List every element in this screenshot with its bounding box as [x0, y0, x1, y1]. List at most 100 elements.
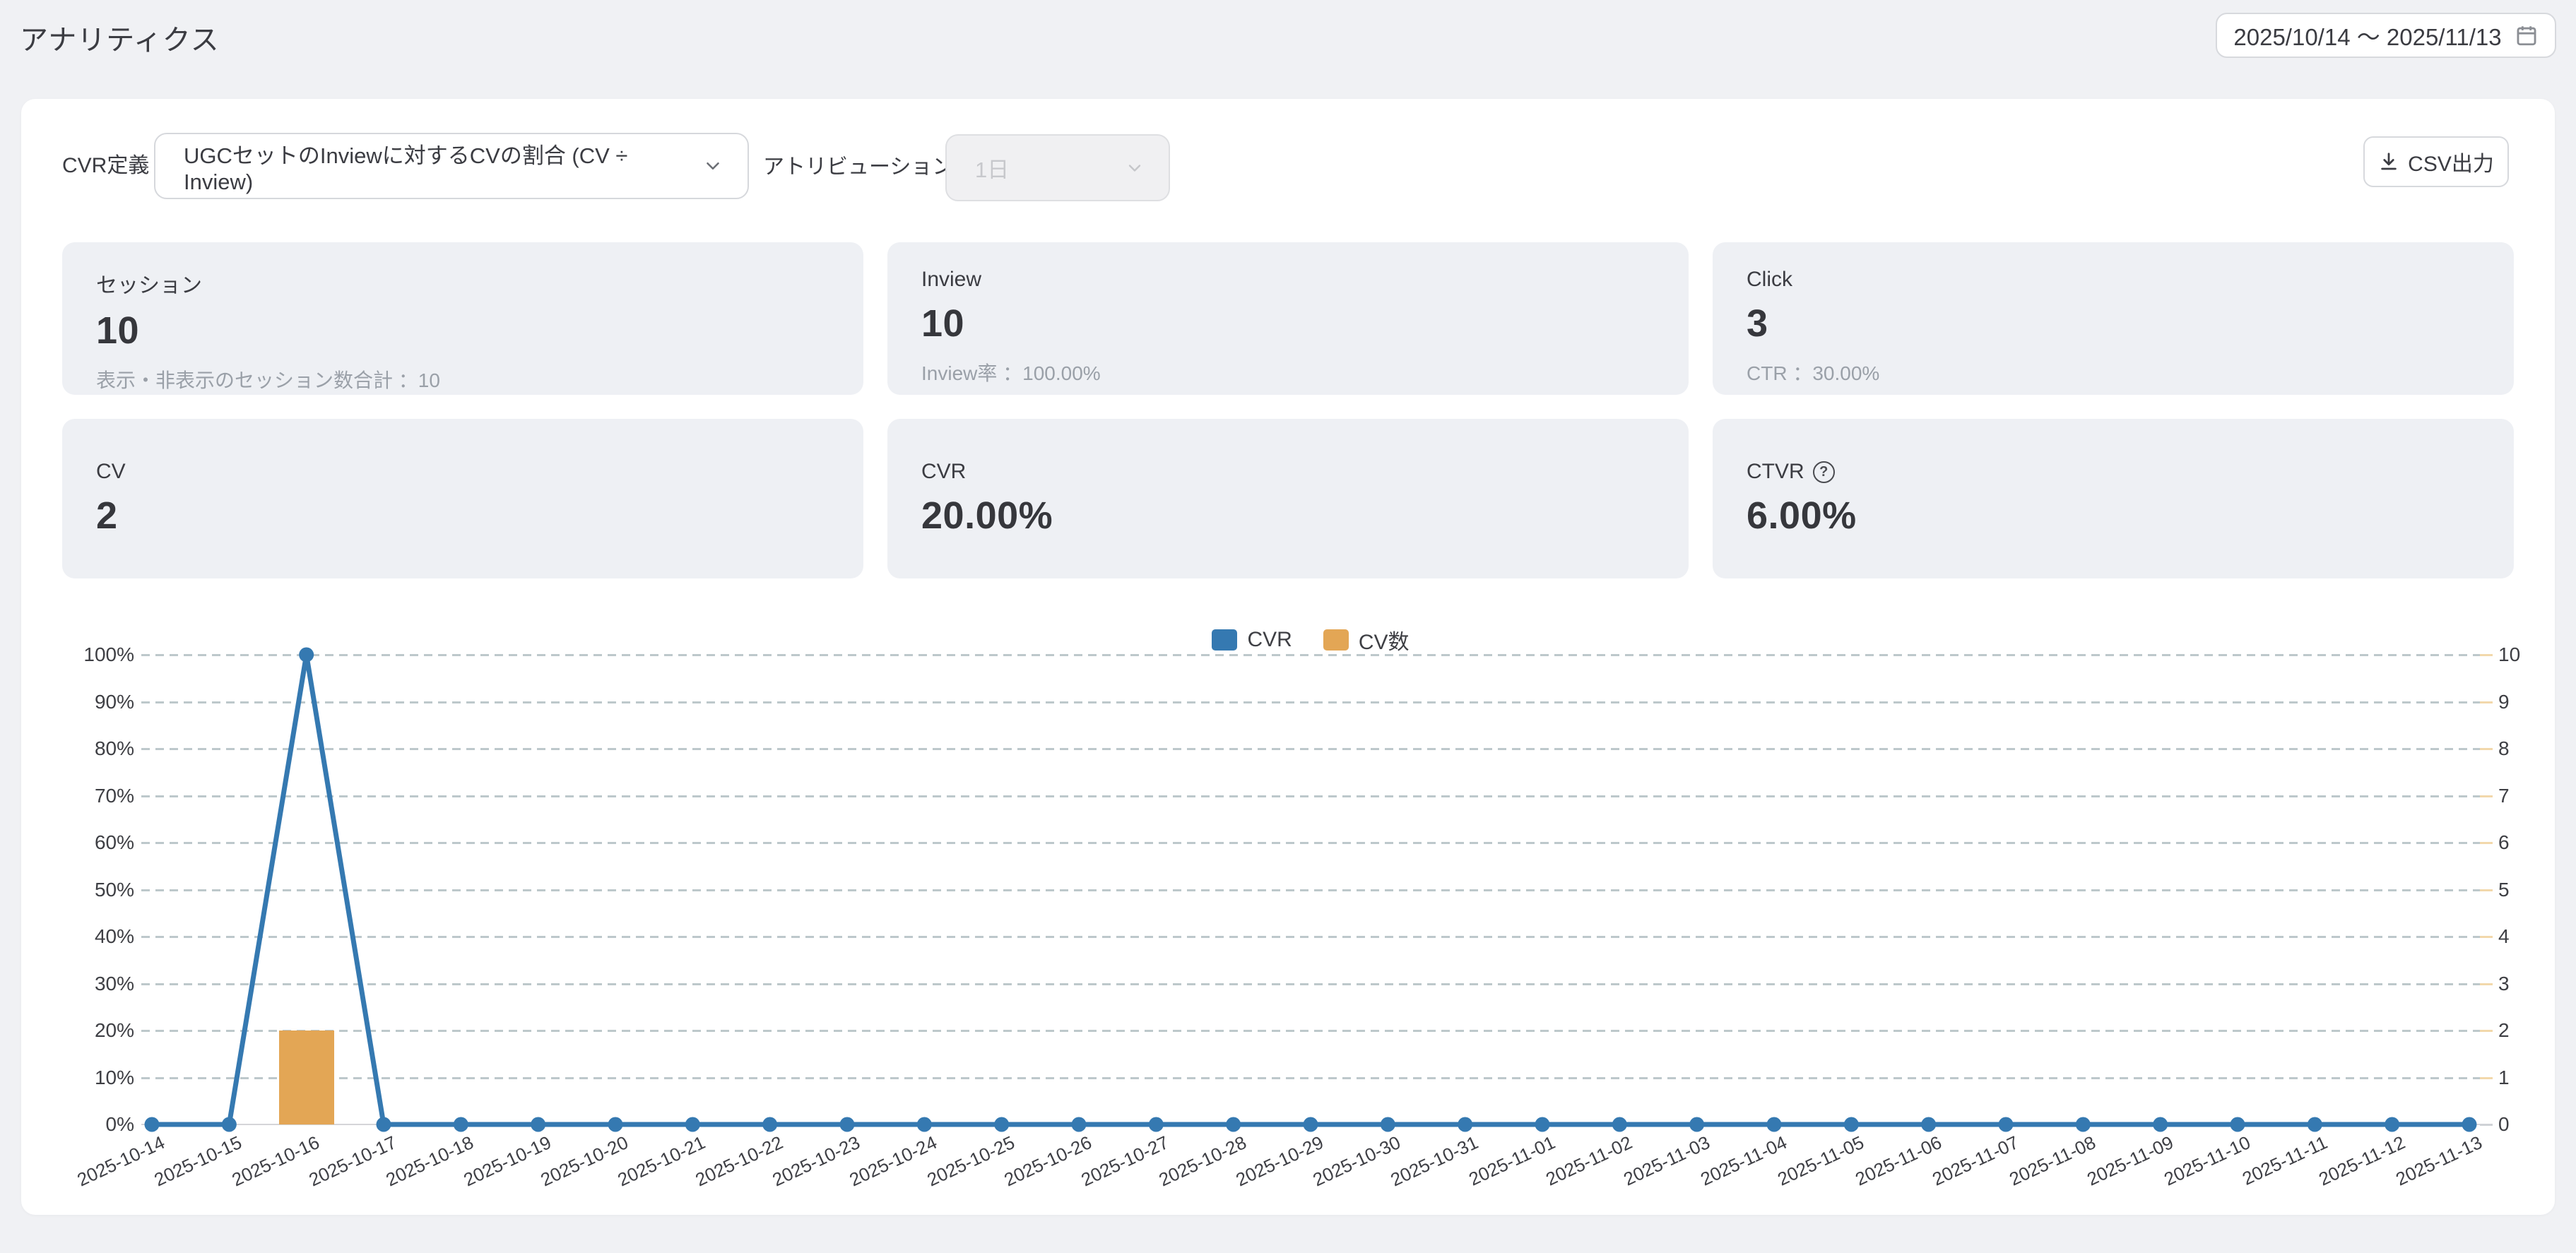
help-icon[interactable]: ? — [1812, 461, 1835, 483]
cvr-data-point[interactable] — [2307, 1117, 2322, 1132]
stat-subtext: 表示・非表示のセッション数合計 ：10 — [96, 369, 440, 391]
y-axis-label-right: 9 — [2498, 690, 2510, 713]
cvr-data-point[interactable] — [2462, 1117, 2477, 1132]
cv-count-bar[interactable] — [278, 1031, 334, 1124]
y-axis-label-left: 20% — [94, 1019, 134, 1041]
date-range-value: 2025/10/14 ～ 2025/11/13 — [2233, 24, 2502, 50]
cvr-data-point[interactable] — [2230, 1117, 2245, 1132]
cvr-data-point[interactable] — [1766, 1117, 1782, 1132]
cvr-data-point[interactable] — [839, 1117, 855, 1132]
stat-value: 10 — [921, 302, 965, 345]
x-axis-label: 2025-11-03 — [1619, 1132, 1713, 1190]
cvr-data-point[interactable] — [1303, 1117, 1318, 1132]
stat-label: Inview — [921, 268, 982, 291]
right-axis-tick — [2480, 936, 2493, 938]
cvr-data-point[interactable] — [1612, 1117, 1627, 1132]
x-axis-label: 2025-10-23 — [769, 1132, 863, 1191]
x-axis-label: 2025-11-10 — [2161, 1132, 2254, 1190]
cvr-data-point[interactable] — [2075, 1117, 2091, 1132]
x-axis-label: 2025-11-06 — [1851, 1132, 1945, 1190]
stat-subtext: CTR ：30.00% — [1747, 362, 1880, 384]
cvr-data-point[interactable] — [1458, 1117, 1473, 1132]
attribution-label: アトリビューション — [763, 155, 954, 179]
stat-value: 3 — [1747, 302, 1768, 345]
x-axis-label: 2025-11-12 — [2315, 1132, 2409, 1190]
cvr-data-point[interactable] — [221, 1117, 237, 1132]
y-axis-label-right: 3 — [2498, 972, 2510, 994]
legend-swatch-cvr — [1212, 629, 1238, 651]
y-axis-label-right: 10 — [2498, 643, 2521, 665]
stat-value: 6.00% — [1747, 494, 1857, 537]
cvr-data-point[interactable] — [1843, 1117, 1859, 1132]
x-axis-label: 2025-10-29 — [1232, 1132, 1327, 1191]
cvr-data-point[interactable] — [144, 1117, 160, 1132]
stat-label-text: CTVR — [1747, 460, 1804, 483]
cvr-data-point[interactable] — [1689, 1117, 1705, 1132]
x-axis-label: 2025-10-20 — [537, 1132, 632, 1191]
right-axis-tick — [2480, 795, 2493, 797]
right-axis-tick — [2480, 1076, 2493, 1079]
cvr-data-point[interactable] — [1535, 1117, 1550, 1132]
y-axis-label-left: 50% — [94, 878, 134, 901]
x-axis-label: 2025-10-27 — [1077, 1132, 1173, 1191]
cvr-data-point[interactable] — [1380, 1117, 1395, 1132]
y-axis-label-right: 1 — [2498, 1066, 2510, 1088]
right-axis-tick — [2480, 654, 2493, 656]
cvr-data-point[interactable] — [2153, 1117, 2168, 1132]
cvr-data-point[interactable] — [762, 1117, 778, 1132]
right-axis-tick — [2480, 748, 2493, 750]
y-axis-label-right: 5 — [2498, 878, 2510, 901]
cvr-data-point[interactable] — [994, 1117, 1010, 1132]
attribution-select[interactable]: 1日 — [945, 134, 1170, 201]
y-axis-label-left: 0% — [105, 1113, 134, 1135]
x-axis-label: 2025-11-11 — [2239, 1132, 2332, 1189]
x-axis-label: 2025-10-30 — [1309, 1132, 1405, 1191]
x-axis-label: 2025-10-26 — [1000, 1132, 1095, 1191]
x-axis-label: 2025-11-02 — [1542, 1132, 1636, 1190]
cvr-data-point[interactable] — [531, 1117, 546, 1132]
cvr-data-point[interactable] — [376, 1117, 391, 1132]
x-axis-label: 2025-10-19 — [460, 1132, 555, 1191]
y-axis-label-left: 10% — [94, 1066, 134, 1088]
stat-card-ctvr: CTVR ? 6.00% — [1713, 419, 2514, 578]
cvr-definition-select[interactable]: UGCセットのInviewに対するCVの割合 (CV ÷ Inview) — [154, 133, 749, 199]
cvr-data-point[interactable] — [1148, 1117, 1164, 1132]
cvr-data-point[interactable] — [685, 1117, 700, 1132]
y-axis-label-left: 100% — [83, 643, 134, 665]
x-axis-label: 2025-11-13 — [2392, 1132, 2486, 1190]
right-axis-tick — [2480, 889, 2493, 891]
legend-item-cv[interactable]: CV数 — [1323, 624, 1410, 655]
x-axis-label: 2025-11-01 — [1465, 1132, 1559, 1190]
stat-card-cv: CV 2 — [62, 419, 863, 578]
cvr-data-point[interactable] — [1226, 1117, 1241, 1132]
cvr-data-point[interactable] — [1071, 1117, 1087, 1132]
x-axis-label: 2025-11-07 — [1929, 1132, 2022, 1190]
date-range-picker[interactable]: 2025/10/14 ～ 2025/11/13 — [2216, 13, 2556, 58]
cvr-line — [152, 652, 2469, 1127]
cvr-data-point[interactable] — [453, 1117, 468, 1132]
right-axis-tick — [2480, 1030, 2493, 1032]
cvr-data-point[interactable] — [608, 1117, 623, 1132]
cvr-data-point[interactable] — [2385, 1117, 2400, 1132]
right-axis-tick — [2480, 982, 2493, 985]
legend-item-cvr[interactable]: CVR — [1212, 624, 1292, 655]
right-axis-tick — [2480, 701, 2493, 703]
cvr-data-point[interactable] — [916, 1117, 932, 1132]
chart-legend: CVR CV数 — [141, 624, 2480, 655]
cvr-definition-selected-value: UGCセットのInviewに対するCVの割合 (CV ÷ Inview) — [184, 143, 628, 194]
chevron-down-icon — [1125, 158, 1145, 178]
stat-card-click: Click 3 CTR ：30.00% — [1713, 242, 2514, 395]
cvr-data-point[interactable] — [1998, 1117, 2014, 1132]
x-axis-label: 2025-10-28 — [1155, 1132, 1250, 1191]
legend-label: CV数 — [1358, 631, 1410, 654]
x-axis-label: 2025-10-25 — [923, 1132, 1018, 1191]
page-title: アナリティクス — [20, 25, 220, 56]
x-axis-label: 2025-10-18 — [382, 1132, 478, 1191]
stat-value: 20.00% — [921, 494, 1053, 537]
gridline-50% — [141, 889, 2480, 891]
csv-export-button[interactable]: CSV出力 — [2363, 136, 2509, 187]
cvr-data-point[interactable] — [299, 647, 314, 663]
stat-label: セッション — [96, 274, 202, 297]
cvr-data-point[interactable] — [1921, 1117, 1937, 1132]
analytics-panel: CVR定義 UGCセットのInviewに対するCVの割合 (CV ÷ Invie… — [21, 99, 2555, 1215]
